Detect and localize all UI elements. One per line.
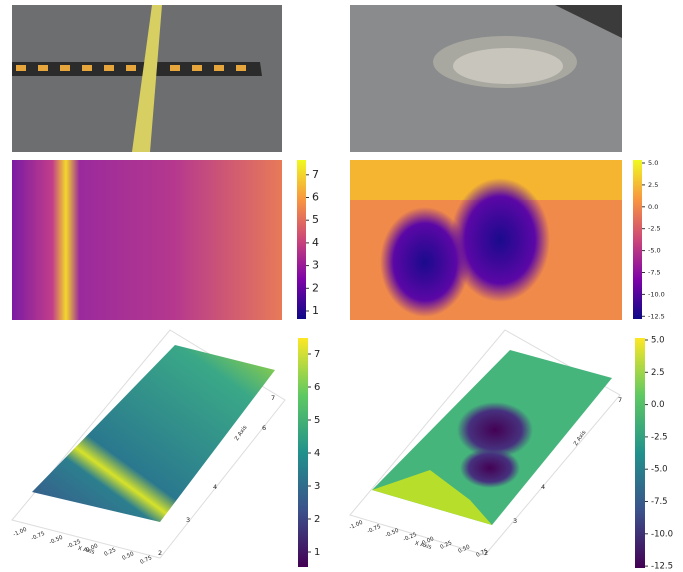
colorbar-tick-label: -2.5 [651,432,668,442]
y-axis-label: Z Axis [573,430,588,447]
colorbar-tick-label: -7.5 [651,497,668,507]
x-tick-label: -0.75 [366,524,382,536]
y-tick-label: 3 [186,516,190,524]
colorbar-tick-label: -10.0 [648,290,665,298]
colorbar-tick-label: -5.0 [651,465,668,475]
y-tick-label: 7 [618,396,622,404]
colorbar-tick-label: 2 [312,281,319,294]
colorbar [297,160,306,319]
colorbar-tick-label: 4 [314,448,320,459]
colorbar-tick-label: 0.0 [648,203,658,211]
x-tick-label: 0.50 [457,544,471,555]
colorbar-tick-label: 0.0 [651,400,665,410]
colorbar-tick-label: 5.0 [651,336,665,346]
x-tick-label: -0.50 [48,535,64,547]
y-tick-label: 4 [541,483,545,491]
y-axis-label: Z Axis [234,425,249,442]
colorbar-tick-label: -7.5 [648,269,661,277]
heatmap-right [350,160,622,320]
heatmap-left [12,160,282,320]
x-tick-label: -0.75 [30,531,46,543]
x-tick-label: -1.00 [12,527,28,539]
x-tick-label: 0.25 [439,540,453,551]
surface-left [11,329,286,559]
colorbar-tick-label: -2.5 [648,225,661,233]
colorbar-tick-label: 5 [312,213,319,226]
photo-speed-bump [12,5,282,152]
x-tick-label: 0.00 [85,543,99,554]
x-tick-label: 0.25 [103,547,117,558]
x-axis-label: X Axis [414,541,432,551]
y-tick-label: 7 [271,394,275,402]
colorbar-tick-label: -12.5 [648,312,665,320]
x-tick-label: 0.00 [421,536,435,547]
colorbar-tick-label: 2.5 [651,368,665,378]
colorbar [635,338,645,568]
surface-right [349,329,621,556]
colorbar-tick-label: 1 [312,304,319,317]
photo-pothole [350,5,622,152]
colorbar-tick-label: 3 [312,259,319,272]
y-tick-label: 6 [262,424,266,432]
colorbar-tick-label: -12.5 [651,562,673,572]
colorbar-tick-label: 2.5 [648,181,658,189]
y-tick-label: 3 [513,517,517,525]
y-tick-label: 2 [158,549,162,557]
colorbar-tick-label: -10.0 [651,529,673,539]
colorbar-tick-label: 2 [314,514,320,525]
x-tick-label: -0.50 [384,528,400,540]
x-tick-label: -0.25 [66,539,82,551]
x-axis-label: X Axis [77,546,95,556]
colorbar-tick-label: 3 [314,481,320,492]
colorbar-tick-label: 4 [312,236,319,249]
x-tick-label: 0.75 [475,548,489,559]
x-tick-label: -1.00 [348,520,364,532]
y-tick-label: 2 [484,549,488,557]
colorbar [633,160,642,319]
colorbar [298,338,308,567]
y-tick-label: 4 [213,483,217,491]
x-tick-label: 0.50 [121,551,135,562]
colorbar-tick-label: 7 [312,168,319,181]
colorbar-tick-label: 5.0 [648,159,658,167]
x-tick-label: -0.25 [402,532,418,544]
colorbar-tick-label: -5.0 [648,247,661,255]
colorbar-tick-label: 1 [314,547,320,558]
colorbar-tick-label: 7 [314,349,320,360]
colorbar-tick-label: 5 [314,415,320,426]
colorbar-tick-label: 6 [312,191,319,204]
colorbar-tick-label: 6 [314,382,320,393]
x-tick-label: 0.75 [139,555,153,566]
